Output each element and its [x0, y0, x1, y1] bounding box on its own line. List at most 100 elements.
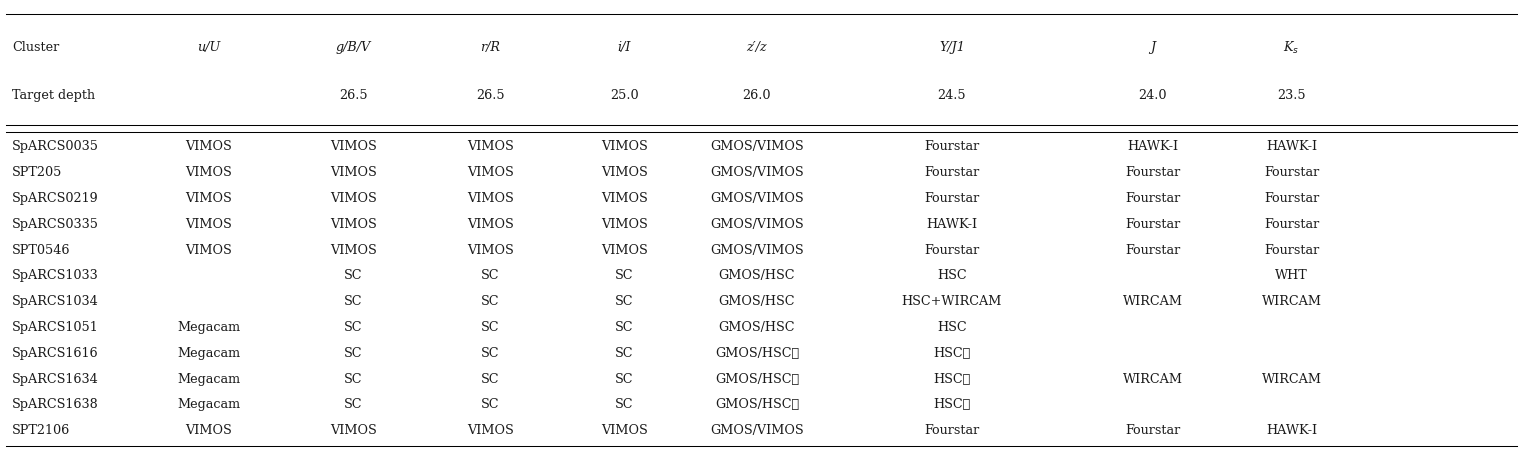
- Text: SC: SC: [481, 347, 500, 360]
- Text: VIMOS: VIMOS: [186, 192, 231, 205]
- Text: GMOS/HSC★: GMOS/HSC★: [714, 398, 800, 411]
- Text: Y/J1: Y/J1: [940, 41, 964, 54]
- Text: g/B/V: g/B/V: [335, 41, 372, 54]
- Text: GMOS/HSC★: GMOS/HSC★: [714, 373, 800, 385]
- Text: VIMOS: VIMOS: [602, 192, 647, 205]
- Text: VIMOS: VIMOS: [468, 218, 513, 231]
- Text: SC: SC: [481, 373, 500, 385]
- Text: Fourstar: Fourstar: [1264, 192, 1319, 205]
- Text: VIMOS: VIMOS: [330, 218, 376, 231]
- Text: J: J: [1150, 41, 1156, 54]
- Text: SpARCS1034: SpARCS1034: [12, 295, 99, 308]
- Text: SpARCS1634: SpARCS1634: [12, 373, 99, 385]
- Text: Fourstar: Fourstar: [1264, 166, 1319, 179]
- Text: VIMOS: VIMOS: [330, 243, 376, 257]
- Text: u/U: u/U: [196, 41, 221, 54]
- Text: SpARCS1616: SpARCS1616: [12, 347, 99, 360]
- Text: VIMOS: VIMOS: [602, 140, 647, 153]
- Text: GMOS/HSC: GMOS/HSC: [719, 321, 795, 334]
- Text: SpARCS0335: SpARCS0335: [12, 218, 99, 231]
- Text: WHT: WHT: [1275, 269, 1308, 282]
- Text: SPT2106: SPT2106: [12, 424, 70, 437]
- Text: Fourstar: Fourstar: [924, 166, 979, 179]
- Text: SC: SC: [481, 321, 500, 334]
- Text: SC: SC: [615, 321, 634, 334]
- Text: SpARCS1033: SpARCS1033: [12, 269, 99, 282]
- Text: WIRCAM: WIRCAM: [1122, 295, 1183, 308]
- Text: SC: SC: [615, 269, 634, 282]
- Text: 24.5: 24.5: [938, 89, 966, 102]
- Text: VIMOS: VIMOS: [330, 424, 376, 437]
- Text: Fourstar: Fourstar: [924, 243, 979, 257]
- Text: GMOS/VIMOS: GMOS/VIMOS: [710, 218, 804, 231]
- Text: VIMOS: VIMOS: [602, 166, 647, 179]
- Text: SpARCS0219: SpARCS0219: [12, 192, 99, 205]
- Text: Fourstar: Fourstar: [1264, 218, 1319, 231]
- Text: Megacam: Megacam: [177, 398, 241, 411]
- Text: GMOS/VIMOS: GMOS/VIMOS: [710, 192, 804, 205]
- Text: SC: SC: [344, 347, 362, 360]
- Text: HSC★: HSC★: [934, 398, 970, 411]
- Text: SC: SC: [344, 295, 362, 308]
- Text: VIMOS: VIMOS: [330, 166, 376, 179]
- Text: VIMOS: VIMOS: [186, 424, 231, 437]
- Text: Fourstar: Fourstar: [924, 424, 979, 437]
- Text: WIRCAM: WIRCAM: [1261, 295, 1322, 308]
- Text: SpARCS0035: SpARCS0035: [12, 140, 99, 153]
- Text: HSC: HSC: [937, 269, 967, 282]
- Text: VIMOS: VIMOS: [602, 218, 647, 231]
- Text: r/R: r/R: [480, 41, 501, 54]
- Text: SC: SC: [615, 295, 634, 308]
- Text: z′/z: z′/z: [746, 41, 768, 54]
- Text: 26.5: 26.5: [477, 89, 504, 102]
- Text: SPT205: SPT205: [12, 166, 62, 179]
- Text: HSC★: HSC★: [934, 347, 970, 360]
- Text: SC: SC: [344, 398, 362, 411]
- Text: HAWK-I: HAWK-I: [926, 218, 978, 231]
- Text: SpARCS1638: SpARCS1638: [12, 398, 99, 411]
- Text: Fourstar: Fourstar: [1264, 243, 1319, 257]
- Text: 26.5: 26.5: [340, 89, 367, 102]
- Text: 25.0: 25.0: [611, 89, 638, 102]
- Text: SC: SC: [481, 295, 500, 308]
- Text: VIMOS: VIMOS: [602, 424, 647, 437]
- Text: HAWK-I: HAWK-I: [1266, 140, 1317, 153]
- Text: Cluster: Cluster: [12, 41, 59, 54]
- Text: Megacam: Megacam: [177, 373, 241, 385]
- Text: VIMOS: VIMOS: [602, 243, 647, 257]
- Text: GMOS/VIMOS: GMOS/VIMOS: [710, 424, 804, 437]
- Text: i/I: i/I: [618, 41, 631, 54]
- Text: VIMOS: VIMOS: [468, 192, 513, 205]
- Text: Fourstar: Fourstar: [1125, 218, 1180, 231]
- Text: VIMOS: VIMOS: [468, 424, 513, 437]
- Text: VIMOS: VIMOS: [330, 140, 376, 153]
- Text: Fourstar: Fourstar: [924, 140, 979, 153]
- Text: HSC+WIRCAM: HSC+WIRCAM: [902, 295, 1002, 308]
- Text: HAWK-I: HAWK-I: [1266, 424, 1317, 437]
- Text: SPT0546: SPT0546: [12, 243, 70, 257]
- Text: GMOS/HSC★: GMOS/HSC★: [714, 347, 800, 360]
- Text: WIRCAM: WIRCAM: [1261, 373, 1322, 385]
- Text: GMOS/VIMOS: GMOS/VIMOS: [710, 166, 804, 179]
- Text: Megacam: Megacam: [177, 347, 241, 360]
- Text: K$_s$: K$_s$: [1284, 39, 1299, 56]
- Text: SC: SC: [481, 269, 500, 282]
- Text: SC: SC: [615, 373, 634, 385]
- Text: VIMOS: VIMOS: [186, 218, 231, 231]
- Text: GMOS/VIMOS: GMOS/VIMOS: [710, 243, 804, 257]
- Text: SC: SC: [344, 321, 362, 334]
- Text: Fourstar: Fourstar: [1125, 166, 1180, 179]
- Text: 23.5: 23.5: [1278, 89, 1305, 102]
- Text: Fourstar: Fourstar: [924, 192, 979, 205]
- Text: GMOS/HSC: GMOS/HSC: [719, 295, 795, 308]
- Text: VIMOS: VIMOS: [330, 192, 376, 205]
- Text: Megacam: Megacam: [177, 321, 241, 334]
- Text: VIMOS: VIMOS: [468, 166, 513, 179]
- Text: SC: SC: [615, 398, 634, 411]
- Text: HAWK-I: HAWK-I: [1127, 140, 1179, 153]
- Text: Fourstar: Fourstar: [1125, 243, 1180, 257]
- Text: GMOS/HSC: GMOS/HSC: [719, 269, 795, 282]
- Text: VIMOS: VIMOS: [186, 166, 231, 179]
- Text: SC: SC: [344, 269, 362, 282]
- Text: HSC★: HSC★: [934, 373, 970, 385]
